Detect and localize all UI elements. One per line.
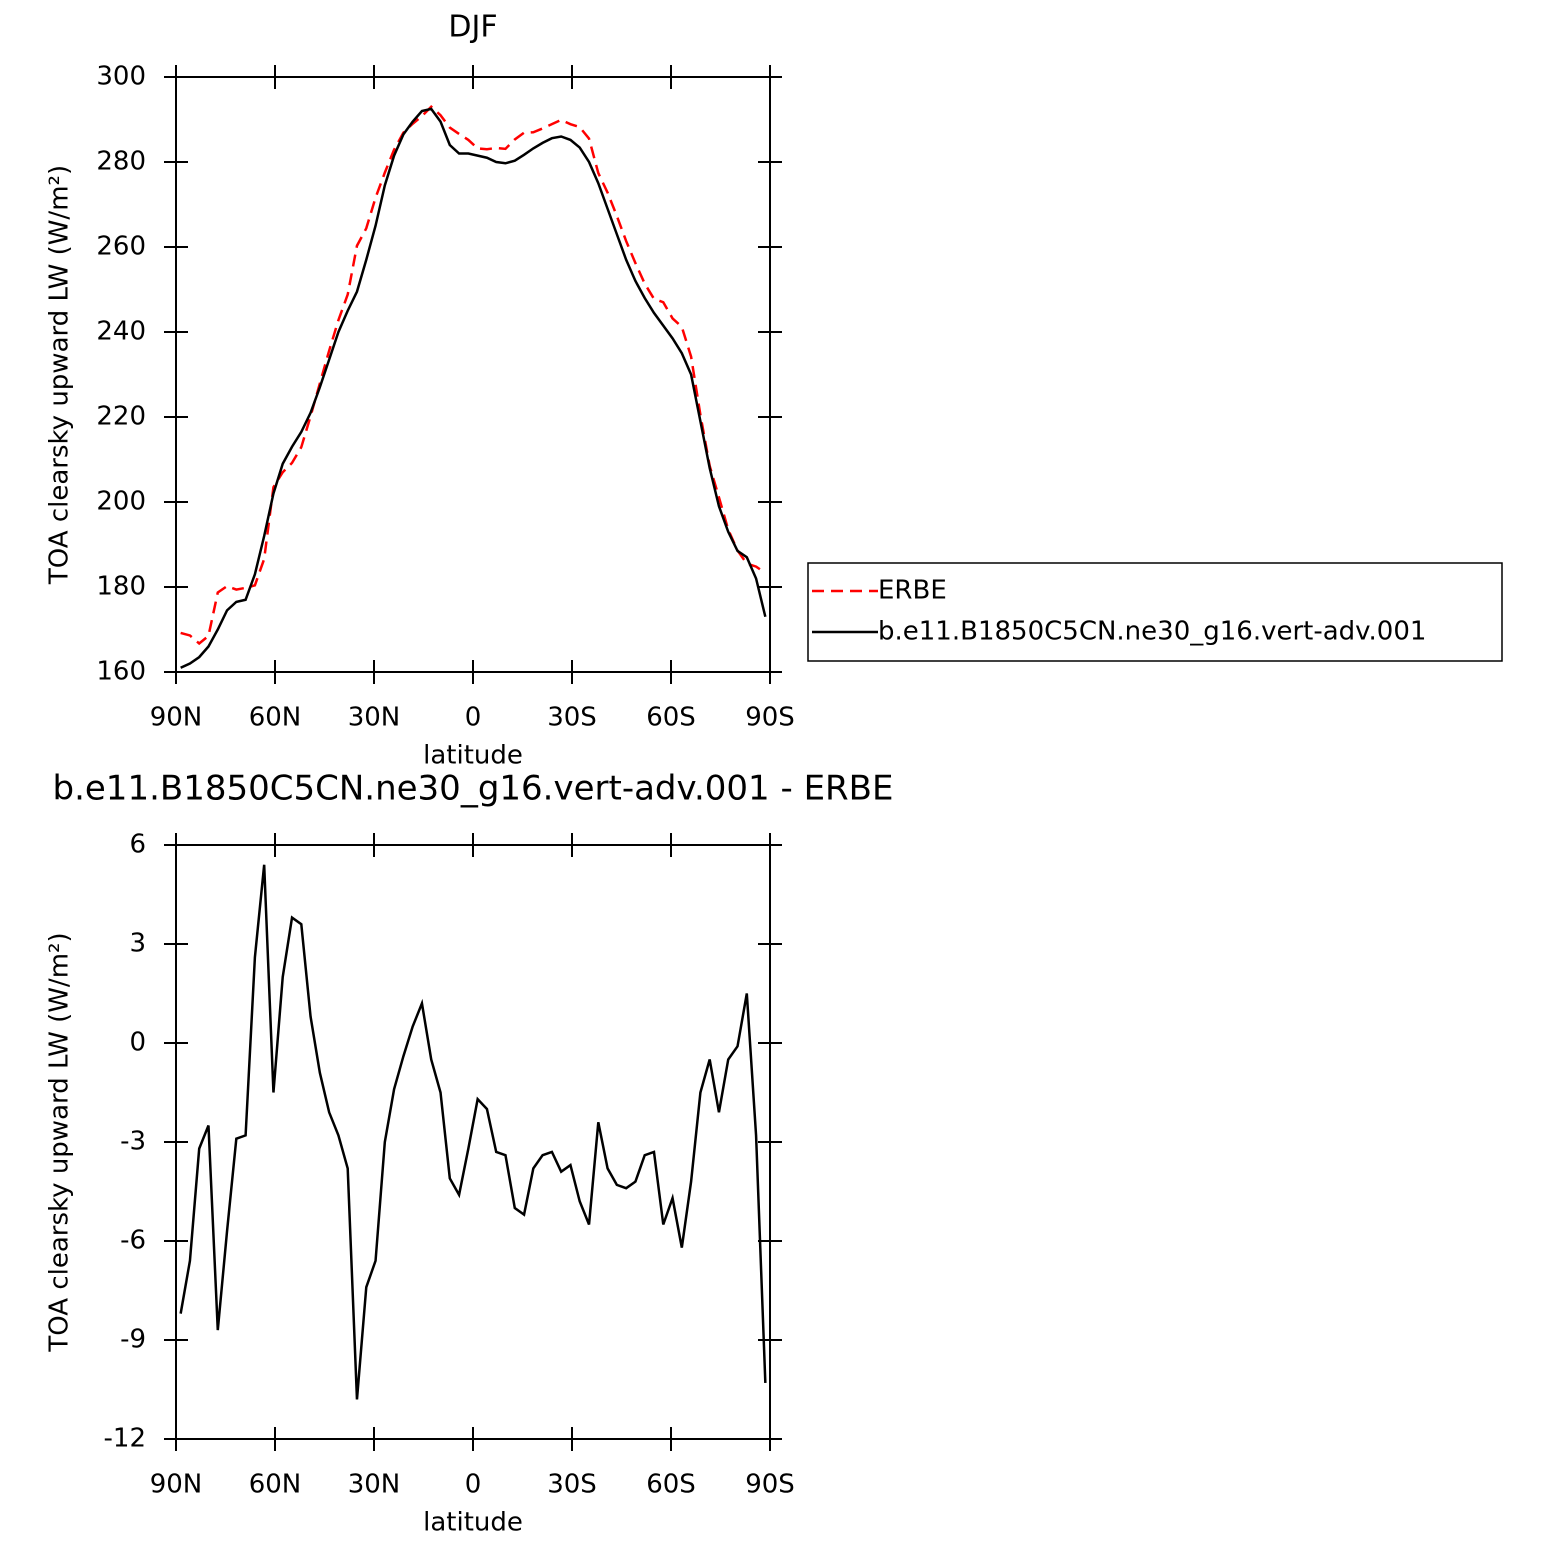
x-tick-label: 30S: [547, 1470, 597, 1500]
y-tick-label: 240: [96, 317, 146, 347]
legend-label: ERBE: [878, 576, 947, 606]
plot-frame: [175, 76, 771, 673]
x-tick-label: 30S: [547, 703, 597, 733]
y-tick-label: 3: [129, 929, 146, 959]
y-tick-label: -3: [120, 1127, 146, 1157]
x-tick-label: 90N: [150, 1470, 203, 1500]
x-tick-label: 0: [465, 703, 482, 733]
y-tick-label: 6: [129, 830, 146, 860]
y-tick-label: 180: [96, 572, 146, 602]
chart-title: b.e11.B1850C5CN.ne30_g16.vert-adv.001 - …: [53, 769, 894, 809]
chart-title: DJF: [448, 10, 497, 45]
legend-label: b.e11.B1850C5CN.ne30_g16.vert-adv.001: [878, 617, 1426, 647]
y-axis-label: TOA clearsky upward LW (W/m²): [45, 932, 75, 1352]
x-tick-label: 90S: [745, 1470, 795, 1500]
x-tick-label: 30N: [348, 703, 401, 733]
y-tick-label: 160: [96, 657, 146, 687]
series-line: [180, 105, 767, 646]
y-tick-label: -12: [104, 1424, 146, 1454]
x-tick-label: 30N: [348, 1470, 401, 1500]
y-tick-label: 280: [96, 147, 146, 177]
series-line: [179, 864, 767, 1400]
x-axis-label: latitude: [423, 1508, 523, 1538]
x-tick-label: 60N: [249, 1470, 302, 1500]
y-tick-label: -9: [120, 1325, 146, 1355]
y-tick-label: 220: [96, 402, 146, 432]
x-tick-label: 60S: [646, 703, 696, 733]
y-axis-label: TOA clearsky upward LW (W/m²): [45, 165, 75, 585]
y-tick-label: 200: [96, 487, 146, 517]
legend-box: [807, 562, 1503, 662]
x-tick-label: 90N: [150, 703, 203, 733]
x-tick-label: 0: [465, 1470, 482, 1500]
y-tick-label: 260: [96, 232, 146, 262]
x-tick-label: 90S: [745, 703, 795, 733]
x-tick-label: 60N: [249, 703, 302, 733]
y-tick-label: -6: [120, 1226, 146, 1256]
x-axis-label: latitude: [423, 741, 523, 771]
plot-frame: [175, 844, 771, 1440]
x-tick-label: 60S: [646, 1470, 696, 1500]
y-tick-label: 300: [96, 62, 146, 92]
series-line: [180, 107, 767, 669]
y-tick-label: 0: [129, 1028, 146, 1058]
